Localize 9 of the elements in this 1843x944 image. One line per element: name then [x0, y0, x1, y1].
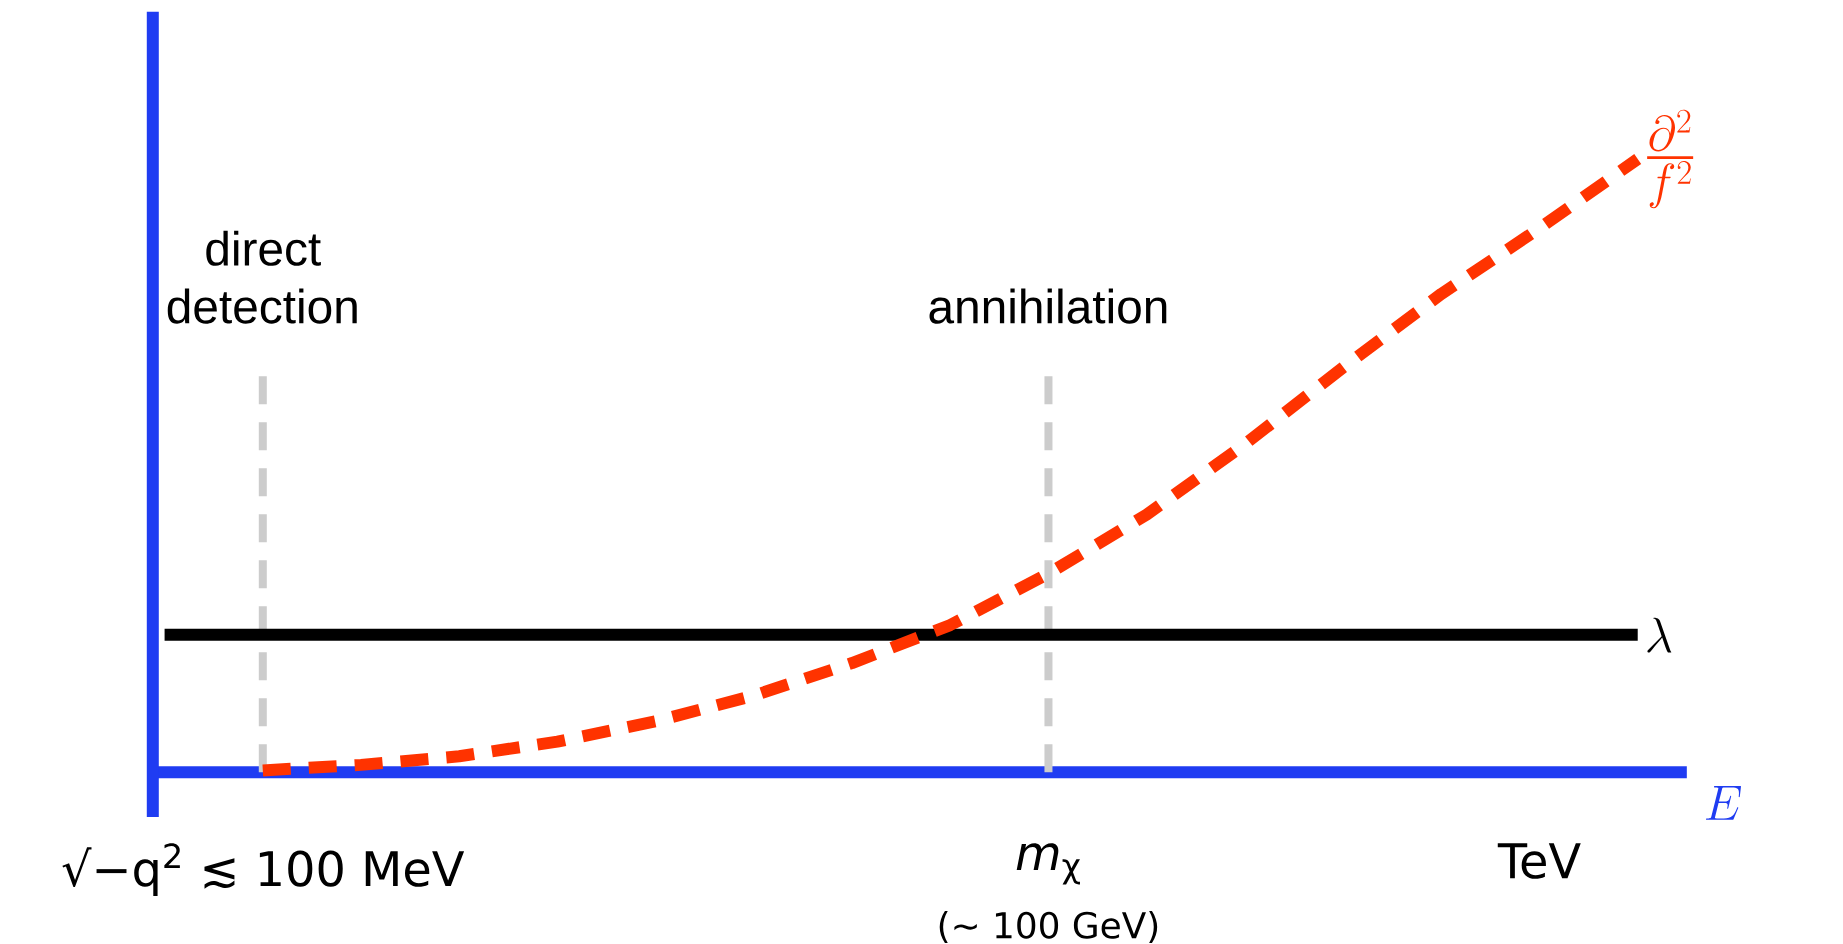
x-axis-title: $E$ — [1705, 786, 1741, 820]
series-label: $\lambda$ — [1647, 617, 1672, 653]
x-tick-label: √−q$^{2}$ ≲ 100 MeV — [62, 843, 465, 897]
ref-line-label: direct detection — [167, 230, 357, 324]
text: (∼ 100 GeV) — [939, 911, 1158, 944]
x-tick-label: m$_{χ}$ — [1016, 843, 1080, 885]
x-tick-label: TeV — [1497, 843, 1581, 879]
series-label: $\frac{\partial^2}{f^2}$ — [1647, 109, 1694, 209]
ref-line-label: annihilation — [929, 288, 1167, 324]
